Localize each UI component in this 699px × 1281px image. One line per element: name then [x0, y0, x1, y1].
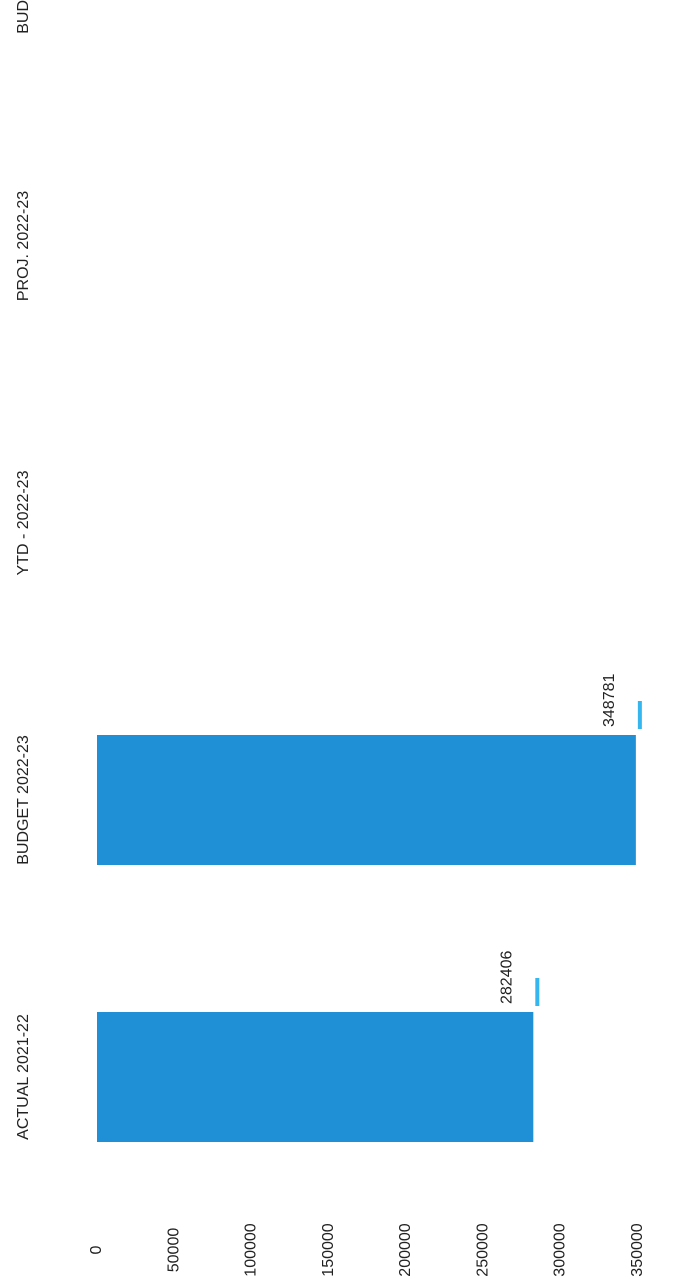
- value-axis-tick-label: 100000: [243, 1223, 260, 1276]
- bar: [97, 735, 636, 865]
- value-axis-tick-label: 300000: [552, 1223, 569, 1276]
- bar-top-marker: [535, 978, 540, 1006]
- bar: [97, 1012, 534, 1142]
- value-axis-tick-label: 250000: [474, 1223, 491, 1276]
- category-label: BUDGET 2022-23: [15, 735, 32, 865]
- category-label: BUDGET 2023-24: [15, 0, 32, 34]
- value-axis-tick-label: 150000: [320, 1223, 337, 1276]
- bar-data-label: 348781: [601, 674, 618, 727]
- value-axis-tick-label: 0: [88, 1245, 105, 1254]
- value-axis-tick-label: 200000: [397, 1223, 414, 1276]
- category-label: ACTUAL 2021-22: [15, 1014, 32, 1140]
- category-label: PROJ. 2022-23: [15, 191, 32, 301]
- category-label: YTD - 2022-23: [15, 470, 32, 575]
- bar-top-marker: [637, 701, 642, 729]
- bar-data-label: 282406: [498, 951, 515, 1004]
- value-axis-tick-label: 350000: [629, 1223, 646, 1276]
- value-axis-tick-label: 50000: [165, 1228, 182, 1273]
